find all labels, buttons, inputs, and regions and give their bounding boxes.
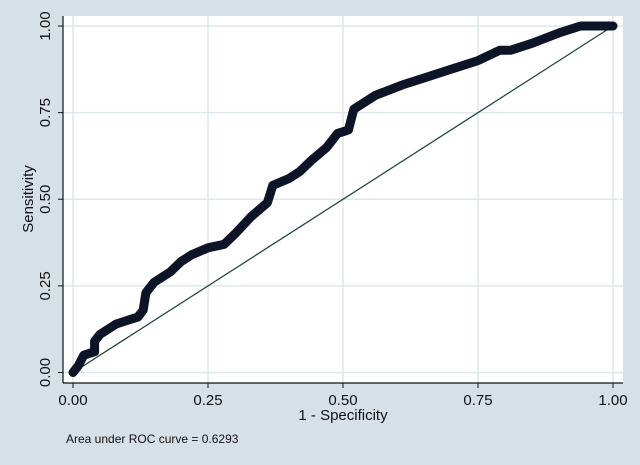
x-tick-label: 0.50 <box>328 392 357 409</box>
axis-ticks: 0.00 0.25 0.50 0.75 1.00 0.00 0.25 0.50 0.75 1.00 <box>37 11 628 409</box>
y-axis-label: Sensitivity <box>20 165 37 233</box>
x-tick-label: 0.75 <box>463 392 492 409</box>
auc-note: Area under ROC curve = 0.6293 <box>66 432 239 446</box>
roc-curve <box>68 21 618 377</box>
y-tick-label: 0.75 <box>37 98 54 127</box>
x-tick-label: 0.25 <box>193 392 222 409</box>
y-tick-label: 0.00 <box>37 358 54 387</box>
x-tick-label: 1.00 <box>598 392 627 409</box>
y-tick-label: 1.00 <box>37 11 54 40</box>
y-tick-label: 0.25 <box>37 271 54 300</box>
y-tick-label: 0.50 <box>37 185 54 214</box>
x-tick-label: 0.00 <box>58 392 87 409</box>
x-axis-label: 1 - Specificity <box>298 407 388 424</box>
reference-line <box>72 25 614 374</box>
